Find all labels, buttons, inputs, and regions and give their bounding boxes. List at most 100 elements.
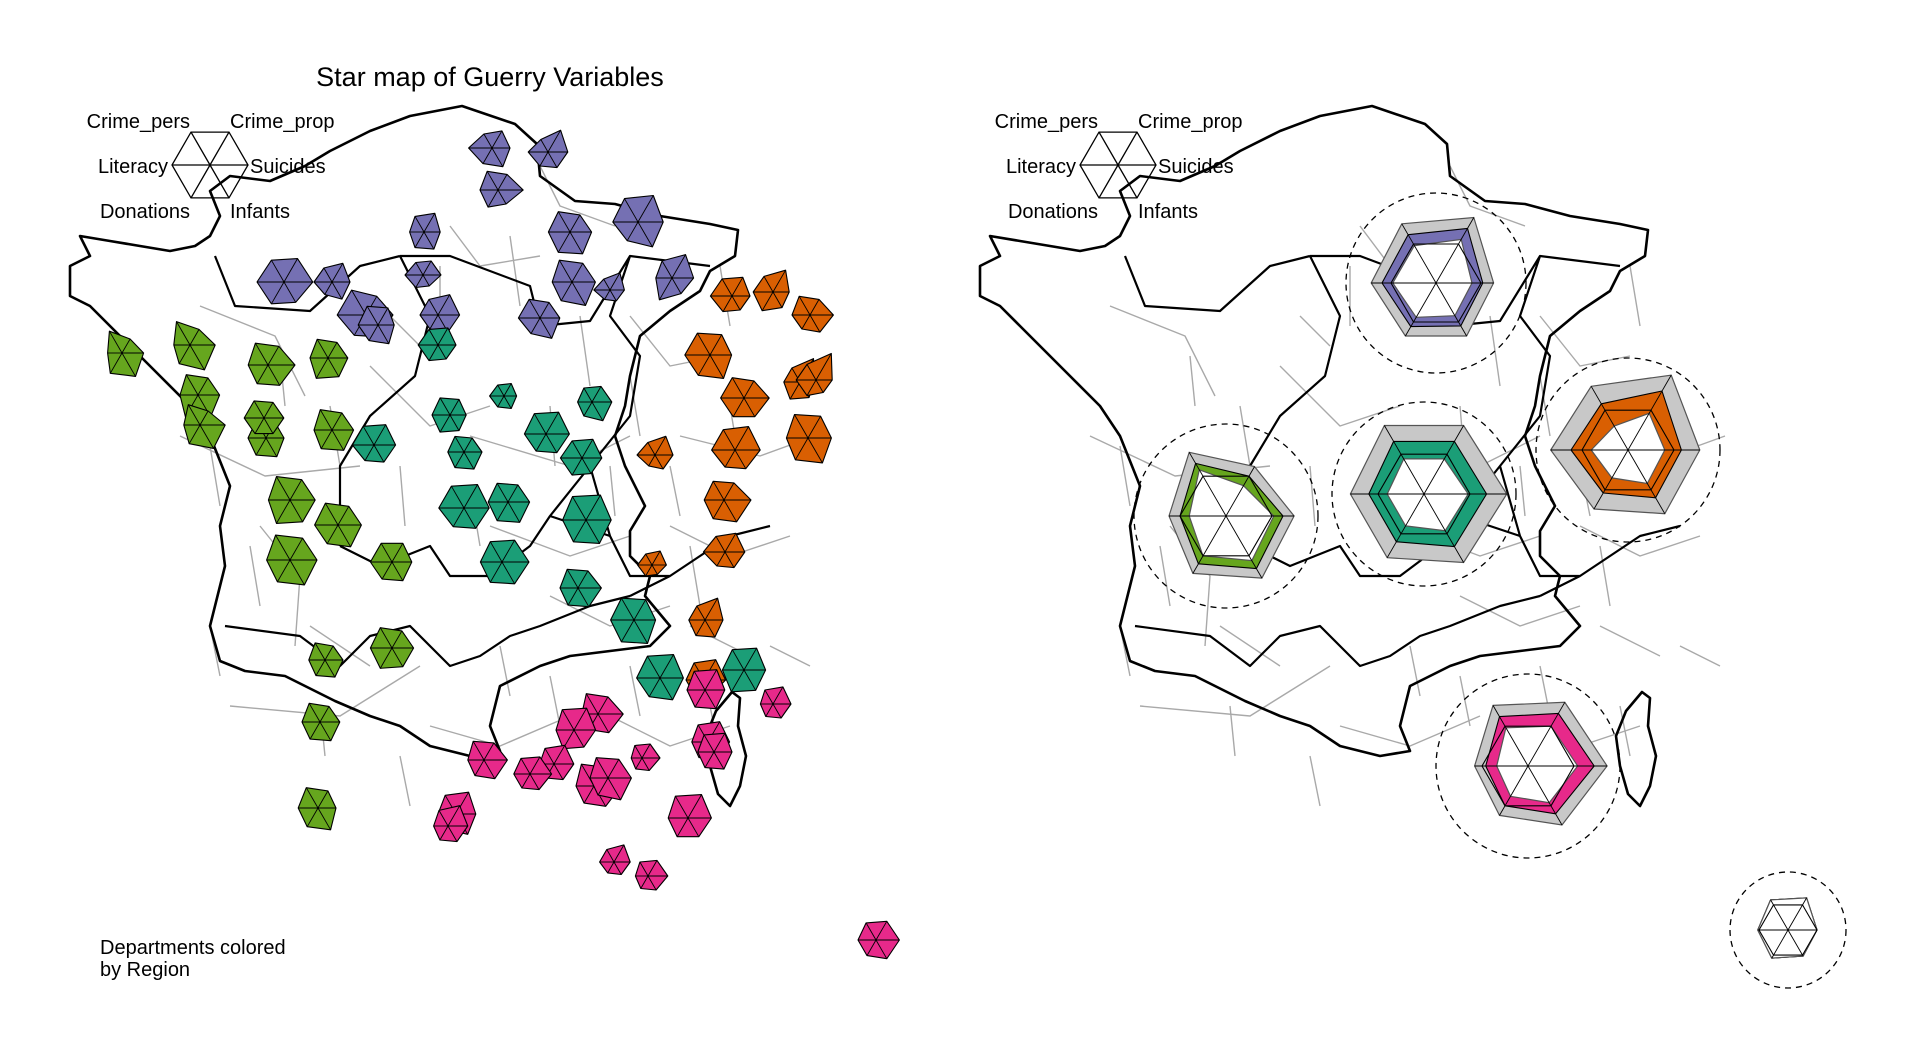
department-star (404, 260, 442, 289)
department-star (667, 794, 712, 838)
department-star-spoke (447, 805, 461, 827)
department-star-spoke (866, 939, 877, 956)
department-star-spoke (659, 654, 674, 679)
department-star-spoke (772, 269, 786, 293)
corsica-outline (1614, 690, 1658, 808)
department-star-shape (468, 130, 511, 168)
department-star-spoke (327, 357, 340, 377)
department-star-spoke (794, 414, 809, 439)
department-star-spoke (437, 294, 451, 316)
department-star-spoke (772, 291, 783, 308)
department-star-spoke (635, 757, 643, 770)
department-star-spoke (709, 354, 724, 379)
region-note: Departments colored by Region (100, 937, 291, 981)
department-star (551, 259, 596, 306)
variable-key: Crime_pers Crime_prop Literacy Suicides … (87, 111, 335, 223)
department-star-spoke (696, 605, 706, 621)
department-star-spoke (507, 484, 519, 503)
department-star-spoke (721, 278, 733, 297)
department-star-spoke (451, 485, 465, 509)
department-star-spoke (716, 551, 726, 567)
department-star-spoke (391, 630, 403, 649)
department-star-shape (791, 295, 834, 333)
department-star-spoke (695, 619, 706, 636)
department-star (183, 404, 226, 449)
department-star-spoke (609, 272, 621, 291)
department-star-spoke (561, 709, 575, 731)
department-star-spoke (189, 329, 200, 346)
department-star-spoke (439, 825, 449, 841)
department-star-spoke (317, 790, 329, 809)
department-star (577, 385, 613, 422)
department-star-spoke (547, 151, 558, 168)
department-star-spoke (583, 785, 595, 804)
department-star-spoke (253, 400, 265, 419)
department-star-spoke (535, 433, 547, 452)
department-star (489, 382, 518, 410)
department-star-spoke (483, 133, 493, 149)
department-star-spoke (474, 759, 485, 776)
department-star-spoke (763, 276, 774, 293)
key-label-suicides: Suicides (250, 156, 326, 178)
department-star-spoke (659, 277, 673, 301)
department-star-spoke (761, 291, 774, 311)
department-star (313, 262, 351, 300)
department-star-spoke (573, 729, 585, 748)
department-star-spoke (324, 659, 336, 678)
department-star (417, 327, 457, 362)
department-star-spoke (501, 561, 515, 585)
department-star-spoke (503, 395, 512, 409)
department-star-spoke (764, 689, 774, 705)
department-star (785, 414, 832, 464)
region-star-spoke (1435, 217, 1475, 284)
department-star-spoke (613, 861, 622, 875)
department-star-spoke (422, 274, 430, 287)
key-label-crime-pers: Crime_pers (87, 111, 190, 133)
department-star-spoke (463, 484, 478, 509)
key-spoke (1117, 164, 1138, 199)
department-star-spoke (482, 147, 493, 164)
department-star-spoke (362, 426, 375, 446)
department-star-spoke (585, 519, 600, 544)
department-star-spoke (697, 332, 711, 356)
department-star-shape (351, 424, 397, 463)
region-star (1345, 192, 1527, 374)
department-star-spoke (423, 213, 436, 233)
region-star-lower-band (1757, 897, 1818, 959)
department-star-spoke (255, 342, 269, 366)
department-star-spoke (597, 696, 609, 715)
department-star-spoke (559, 259, 573, 283)
department-star-spoke (553, 763, 564, 780)
department-star-spoke (583, 387, 593, 403)
department-star-spoke (487, 189, 499, 208)
department-star-shape (593, 272, 625, 302)
department-star-spoke (743, 647, 757, 671)
department-star-spoke (391, 647, 404, 667)
department-star-shape (709, 276, 751, 313)
department-star-spoke (607, 777, 621, 801)
department-star (247, 342, 296, 386)
department-star (433, 805, 469, 843)
department-star-spoke (289, 479, 303, 501)
department-star-spoke (654, 454, 664, 470)
department-star-spoke (713, 733, 726, 753)
department-star-spoke (497, 174, 508, 191)
department-star (309, 338, 349, 379)
department-star-spoke (491, 130, 503, 149)
department-star (447, 435, 483, 470)
department-star-spoke (528, 299, 541, 319)
department-star (593, 272, 625, 302)
department-star-spoke (188, 424, 201, 444)
department-star (711, 426, 761, 470)
department-star-spoke (693, 671, 706, 691)
department-star-spoke (731, 277, 744, 297)
department-star-spoke (454, 436, 465, 453)
key-label-suicides: Suicides (1158, 156, 1234, 178)
region-star-spoke (1527, 765, 1563, 826)
department-star-spoke (439, 397, 451, 416)
department-star (634, 859, 669, 891)
department-star-spoke (428, 299, 439, 316)
department-star-spoke (815, 379, 824, 393)
department-star-shape (703, 480, 752, 523)
department-star (612, 194, 664, 248)
